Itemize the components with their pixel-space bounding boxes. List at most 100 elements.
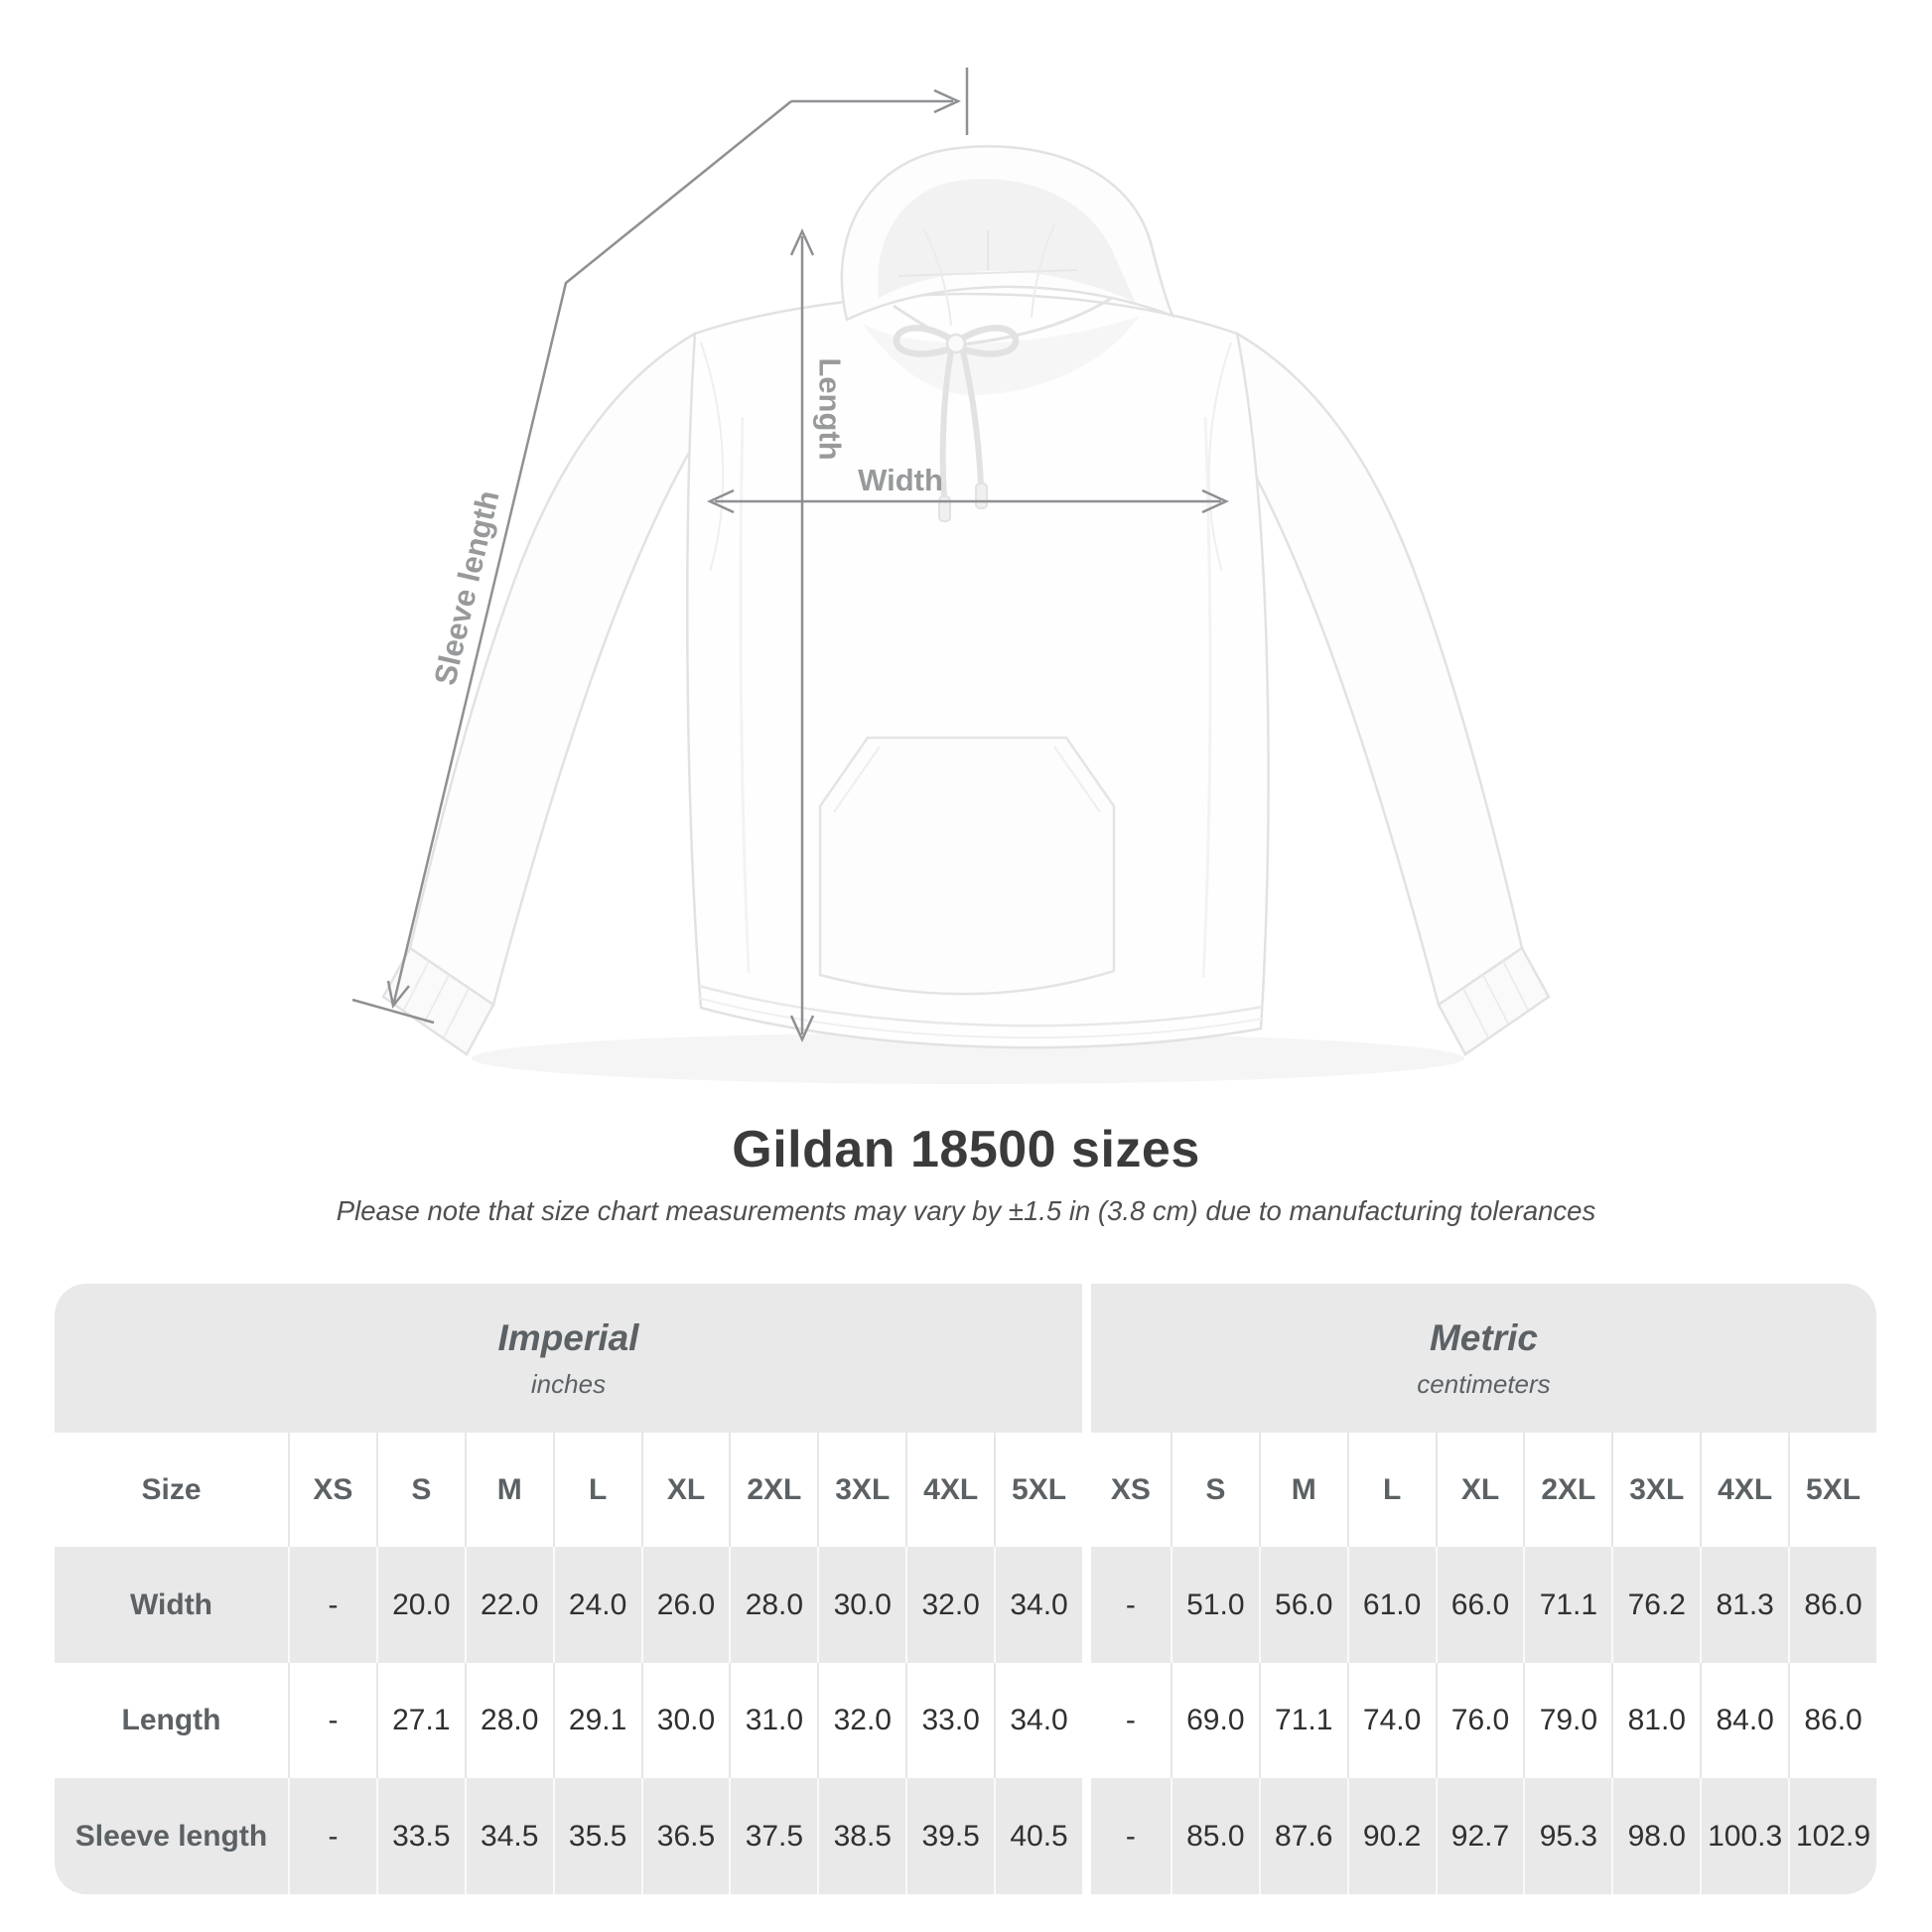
sleeve-length-diagonal-line bbox=[391, 100, 792, 1007]
table-cell: 35.5 bbox=[552, 1778, 641, 1894]
table-cell: 76.0 bbox=[1435, 1663, 1524, 1778]
metric-label: Metric bbox=[1429, 1316, 1538, 1358]
row-label-width: Width bbox=[55, 1547, 288, 1663]
size-header-metric-5xl: 5XL bbox=[1788, 1433, 1876, 1547]
table-cell: 90.2 bbox=[1346, 1778, 1436, 1894]
table-cell: 32.0 bbox=[905, 1547, 995, 1663]
size-header-imperial-s: S bbox=[375, 1433, 465, 1547]
table-cell: 28.0 bbox=[464, 1663, 553, 1778]
table-cell: 86.0 bbox=[1788, 1547, 1876, 1663]
table-cell: 33.5 bbox=[375, 1778, 465, 1894]
size-header-imperial-xs: XS bbox=[288, 1433, 376, 1547]
size-header-metric-xs: XS bbox=[1081, 1433, 1171, 1547]
size-header-metric-2xl: 2XL bbox=[1523, 1433, 1612, 1547]
table-cell: 87.6 bbox=[1258, 1778, 1347, 1894]
hoodie-left-sleeve bbox=[381, 332, 723, 1056]
size-header-imperial-3xl: 3XL bbox=[817, 1433, 906, 1547]
size-chart-table: Imperial inches Metric centimeters Size … bbox=[55, 1284, 1876, 1894]
table-cell: 34.5 bbox=[464, 1778, 553, 1894]
table-cell: 28.0 bbox=[729, 1547, 818, 1663]
length-top-arrowhead bbox=[789, 227, 815, 256]
size-header-metric-xl: XL bbox=[1435, 1433, 1524, 1547]
table-cell: 22.0 bbox=[464, 1547, 553, 1663]
table-cell: - bbox=[1081, 1663, 1171, 1778]
table-cell: 98.0 bbox=[1611, 1778, 1701, 1894]
size-header-metric-m: M bbox=[1258, 1433, 1347, 1547]
length-label: Length bbox=[813, 357, 848, 460]
table-cell: 86.0 bbox=[1788, 1663, 1876, 1778]
hoodie-measurement-diagram: Length Width Sleeve length bbox=[351, 68, 1551, 1084]
width-right-arrowhead bbox=[1201, 488, 1230, 514]
table-cell: 33.0 bbox=[905, 1663, 995, 1778]
page-title: Gildan 18500 sizes bbox=[732, 1121, 1200, 1178]
table-cell: 34.0 bbox=[994, 1663, 1082, 1778]
metric-unit: centimeters bbox=[1417, 1368, 1551, 1399]
table-cell: - bbox=[288, 1663, 376, 1778]
table-cell: 79.0 bbox=[1523, 1663, 1612, 1778]
table-cell: 34.0 bbox=[994, 1547, 1082, 1663]
table-cell: 85.0 bbox=[1170, 1778, 1259, 1894]
table-cell: 74.0 bbox=[1346, 1663, 1436, 1778]
row-label-sleeve-length: Sleeve length bbox=[55, 1778, 288, 1894]
measurement-arrows bbox=[351, 68, 1230, 1043]
hoodie-right-sleeve bbox=[1209, 332, 1551, 1056]
table-cell: 81.0 bbox=[1611, 1663, 1701, 1778]
sleeve-length-bottom-arrowhead bbox=[386, 980, 410, 1009]
table-cell: 102.9 bbox=[1788, 1778, 1876, 1894]
size-header-imperial-5xl: 5XL bbox=[994, 1433, 1082, 1547]
page-subtitle: Please note that size chart measurements… bbox=[336, 1195, 1596, 1226]
table-cell: 92.7 bbox=[1435, 1778, 1524, 1894]
table-cell: 95.3 bbox=[1523, 1778, 1612, 1894]
hoodie-pocket bbox=[818, 736, 1116, 996]
table-cell: - bbox=[1081, 1547, 1171, 1663]
metric-group-header: Metric centimeters bbox=[1081, 1284, 1876, 1433]
table-cell: 100.3 bbox=[1700, 1778, 1789, 1894]
table-cell: 29.1 bbox=[552, 1663, 641, 1778]
table-cell: 39.5 bbox=[905, 1778, 995, 1894]
size-header-metric-4xl: 4XL bbox=[1700, 1433, 1789, 1547]
imperial-label: Imperial bbox=[497, 1316, 639, 1358]
imperial-unit: inches bbox=[530, 1368, 607, 1399]
size-header-imperial-l: L bbox=[552, 1433, 641, 1547]
table-cell: 56.0 bbox=[1258, 1547, 1347, 1663]
table-cell: 84.0 bbox=[1700, 1663, 1789, 1778]
size-header-imperial-4xl: 4XL bbox=[905, 1433, 995, 1547]
table-cell: 76.2 bbox=[1611, 1547, 1701, 1663]
table-cell: 40.5 bbox=[994, 1778, 1082, 1894]
table-cell: 37.5 bbox=[729, 1778, 818, 1894]
table-cell: 31.0 bbox=[729, 1663, 818, 1778]
imperial-group-header: Imperial inches bbox=[55, 1284, 1082, 1433]
hoodie-drawstring-bow bbox=[893, 325, 1020, 522]
length-bottom-arrowhead bbox=[789, 1015, 815, 1043]
table-cell: 51.0 bbox=[1170, 1547, 1259, 1663]
table-cell: - bbox=[288, 1547, 376, 1663]
size-col-header: Size bbox=[55, 1433, 288, 1547]
table-cell: 71.1 bbox=[1258, 1663, 1347, 1778]
size-header-metric-s: S bbox=[1170, 1433, 1259, 1547]
width-label: Width bbox=[858, 463, 943, 497]
width-left-arrowhead bbox=[706, 488, 735, 514]
table-cell: 66.0 bbox=[1435, 1547, 1524, 1663]
row-label-length: Length bbox=[55, 1663, 288, 1778]
table-cell: 20.0 bbox=[375, 1547, 465, 1663]
size-header-imperial-m: M bbox=[464, 1433, 553, 1547]
table-cell: 30.0 bbox=[640, 1663, 730, 1778]
table-cell: 71.1 bbox=[1523, 1547, 1612, 1663]
size-header-imperial-xl: XL bbox=[640, 1433, 730, 1547]
sleeve-length-top-arrowhead bbox=[933, 88, 962, 114]
sleeve-length-bottom-tick bbox=[351, 998, 435, 1025]
table-cell: 69.0 bbox=[1170, 1663, 1259, 1778]
table-cell: - bbox=[288, 1778, 376, 1894]
garment-shadow bbox=[472, 1033, 1464, 1084]
table-cell: 27.1 bbox=[375, 1663, 465, 1778]
table-cell: - bbox=[1081, 1778, 1171, 1894]
size-header-metric-l: L bbox=[1346, 1433, 1436, 1547]
table-cell: 61.0 bbox=[1346, 1547, 1436, 1663]
table-cell: 38.5 bbox=[817, 1778, 906, 1894]
table-cell: 26.0 bbox=[640, 1547, 730, 1663]
table-cell: 81.3 bbox=[1700, 1547, 1789, 1663]
table-cell: 36.5 bbox=[640, 1778, 730, 1894]
size-header-metric-3xl: 3XL bbox=[1611, 1433, 1701, 1547]
table-cell: 30.0 bbox=[817, 1547, 906, 1663]
